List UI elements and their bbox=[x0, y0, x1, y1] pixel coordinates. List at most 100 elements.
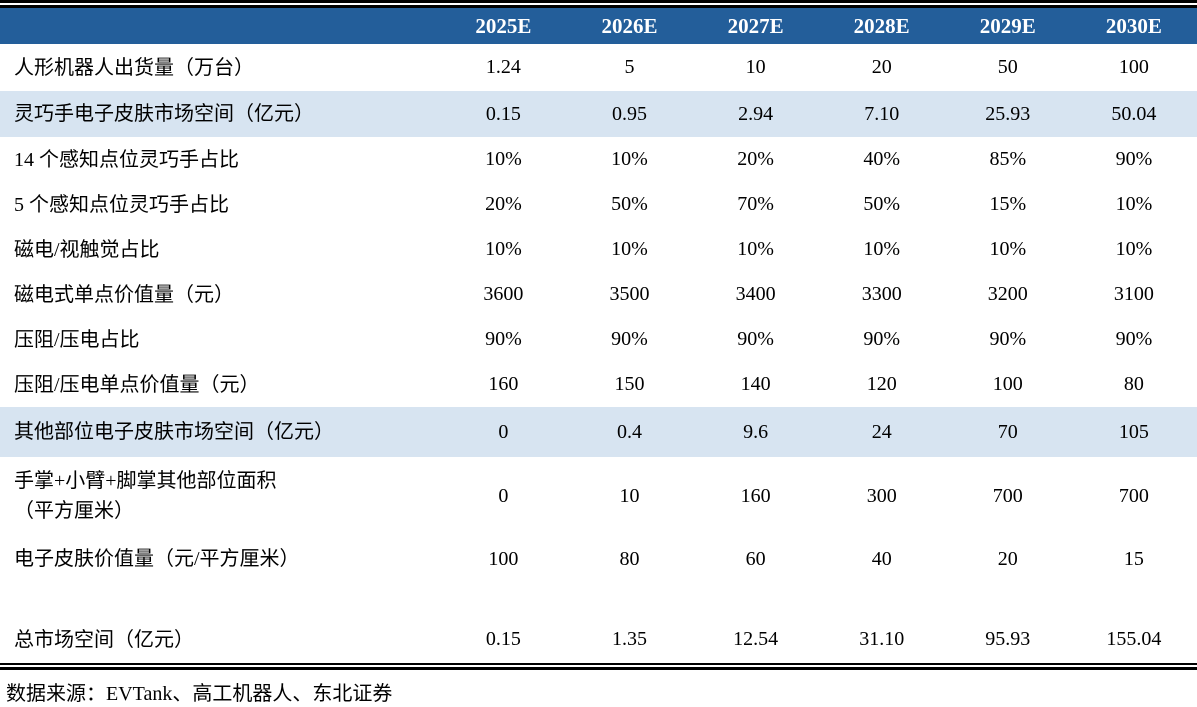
value-cell: 20% bbox=[737, 148, 774, 170]
year-header: 2029E bbox=[944, 8, 1071, 44]
value-cell bbox=[693, 583, 819, 616]
row-label: 压阻/压电占比 bbox=[14, 328, 140, 351]
value-cell bbox=[945, 583, 1071, 616]
value-cell: 10 bbox=[619, 484, 640, 507]
table-row: 磁电/视触觉占比 10% 10% 10% 10% 10% 10% bbox=[0, 227, 1197, 272]
value-cell: 0 bbox=[498, 484, 509, 507]
value-cell: 0.4 bbox=[566, 407, 693, 457]
value-cell: 70 bbox=[944, 407, 1071, 457]
value-cell: 80 bbox=[619, 547, 640, 570]
row-label: 人形机器人出货量（万台） bbox=[14, 56, 254, 79]
value-cell: 3500 bbox=[609, 283, 650, 305]
row-label: 磁电式单点价值量（元） bbox=[14, 283, 234, 306]
value-cell: 100 bbox=[488, 547, 519, 570]
bottom-rule-gap bbox=[0, 665, 1197, 667]
value-cell: 50% bbox=[611, 193, 648, 215]
value-cell: 0.15 bbox=[440, 91, 567, 137]
value-cell: 10% bbox=[611, 148, 648, 170]
value-cell: 90% bbox=[485, 328, 522, 350]
value-cell: 10% bbox=[989, 238, 1027, 260]
table-row: 压阻/压电占比 90% 90% 90% 90% 90% 90% bbox=[0, 317, 1197, 362]
table-row: 5 个感知点位灵巧手占比 20% 50% 70% 50% 15% 10% bbox=[0, 182, 1197, 227]
table-row: 总市场空间（亿元） 0.15 1.35 12.54 31.10 95.93 155.04 bbox=[0, 616, 1197, 663]
value-cell bbox=[1071, 583, 1197, 616]
value-cell: 7.10 bbox=[818, 91, 945, 137]
value-cell: 70% bbox=[737, 193, 774, 215]
value-cell: 15% bbox=[989, 193, 1027, 215]
top-rule-outer bbox=[0, 0, 1197, 3]
row-label: 14 个感知点位灵巧手占比 bbox=[14, 148, 239, 171]
table-body: 人形机器人出货量（万台） 1.24 5 10 20 50 100 灵巧手电子皮肤市场空间（亿元… bbox=[0, 44, 1197, 663]
value-cell: 50% bbox=[863, 193, 901, 215]
year-header: 2025E bbox=[440, 8, 567, 44]
top-rule-inner bbox=[0, 5, 1197, 8]
value-cell: 5 bbox=[624, 56, 635, 78]
value-cell: 10% bbox=[485, 238, 522, 260]
forecast-table: 2025E 2026E 2027E 2028E 2029E 2030E 人形机器人出货量（… bbox=[0, 8, 1197, 663]
row-label: 总市场空间（亿元） bbox=[14, 628, 194, 651]
value-cell: 85% bbox=[989, 148, 1027, 170]
value-cell: 90% bbox=[989, 328, 1027, 350]
value-cell: 120 bbox=[866, 373, 897, 395]
value-cell: 700 bbox=[1118, 484, 1149, 507]
value-cell: 155.04 bbox=[1106, 628, 1162, 650]
header-empty-cell bbox=[0, 8, 441, 44]
value-cell: 10% bbox=[611, 238, 648, 260]
row-label: 其他部位电子皮肤市场空间（亿元） bbox=[0, 407, 441, 457]
table-row: 灵巧手电子皮肤市场空间（亿元） 0.15 0.95 2.94 7.10 25.93 50.0… bbox=[0, 91, 1197, 137]
value-cell: 40% bbox=[863, 148, 901, 170]
row-label bbox=[0, 583, 440, 616]
row-label: 电子皮肤价值量（元/平方厘米） bbox=[14, 548, 300, 570]
value-cell: 24 bbox=[818, 407, 945, 457]
value-cell: 300 bbox=[866, 484, 897, 507]
table-row: 磁电式单点价值量（元） 3600 3500 3400 3300 3200 3100 bbox=[0, 272, 1197, 317]
value-cell: 3200 bbox=[987, 283, 1028, 305]
value-cell: 140 bbox=[740, 373, 771, 395]
value-cell: 3100 bbox=[1113, 283, 1154, 305]
value-cell: 1.24 bbox=[485, 56, 521, 78]
table-row: 14 个感知点位灵巧手占比 10% 10% 20% 40% 85% 90% bbox=[0, 137, 1197, 182]
value-cell: 700 bbox=[992, 484, 1023, 507]
value-cell: 95.93 bbox=[985, 628, 1031, 650]
value-cell: 150 bbox=[614, 373, 645, 395]
value-cell: 1.35 bbox=[612, 628, 647, 650]
table-row: 其他部位电子皮肤市场空间（亿元） 0 0.4 9.6 24 70 105 bbox=[0, 407, 1197, 457]
value-cell: 10% bbox=[863, 238, 901, 260]
bottom-rule-inner bbox=[0, 663, 1197, 665]
bottom-rule-outer bbox=[0, 667, 1197, 670]
value-cell: 10% bbox=[485, 148, 522, 170]
value-cell: 90% bbox=[611, 328, 648, 350]
value-cell: 90% bbox=[1115, 148, 1153, 170]
value-cell: 20 bbox=[997, 547, 1018, 570]
value-cell: 100 bbox=[1118, 56, 1149, 78]
top-rule-gap bbox=[0, 3, 1197, 5]
table-row: 压阻/压电单点价值量（元） 160 150 140 120 100 80 bbox=[0, 362, 1197, 407]
row-label: 5 个感知点位灵巧手占比 bbox=[14, 193, 229, 216]
value-cell: 105 bbox=[1070, 407, 1197, 457]
table-row: 电子皮肤价值量（元/平方厘米） 100 80 60 40 20 15 bbox=[0, 535, 1197, 583]
value-cell: 31.10 bbox=[859, 628, 905, 650]
table-row: 手掌+小臂+脚掌其他部位面积 （平方厘米） 0 10 160 300 700 700 bbox=[0, 457, 1197, 535]
value-cell: 10% bbox=[1115, 238, 1153, 260]
value-cell: 3600 bbox=[483, 283, 524, 305]
header-row: 2025E 2026E 2027E 2028E 2029E 2030E bbox=[0, 8, 1197, 44]
value-cell: 3400 bbox=[735, 283, 776, 305]
value-cell bbox=[819, 583, 945, 616]
row-label: 压阻/压电单点价值量（元） bbox=[14, 373, 260, 396]
value-cell: 10 bbox=[745, 56, 766, 78]
row-label: 磁电/视触觉占比 bbox=[14, 238, 160, 261]
value-cell: 90% bbox=[863, 328, 901, 350]
value-cell: 0.15 bbox=[485, 628, 521, 650]
source-note: 数据来源：EVTank、高工机器人、东北证券 bbox=[6, 683, 393, 705]
value-cell bbox=[440, 583, 566, 616]
value-cell: 60 bbox=[745, 547, 766, 570]
value-cell: 15 bbox=[1123, 547, 1144, 570]
value-cell: 160 bbox=[488, 373, 519, 395]
value-cell: 20 bbox=[871, 56, 892, 78]
value-cell: 20% bbox=[485, 193, 522, 215]
value-cell: 2.94 bbox=[692, 91, 819, 137]
value-cell: 0.95 bbox=[566, 91, 693, 137]
value-cell bbox=[566, 583, 692, 616]
row-label: 灵巧手电子皮肤市场空间（亿元） bbox=[0, 91, 441, 137]
